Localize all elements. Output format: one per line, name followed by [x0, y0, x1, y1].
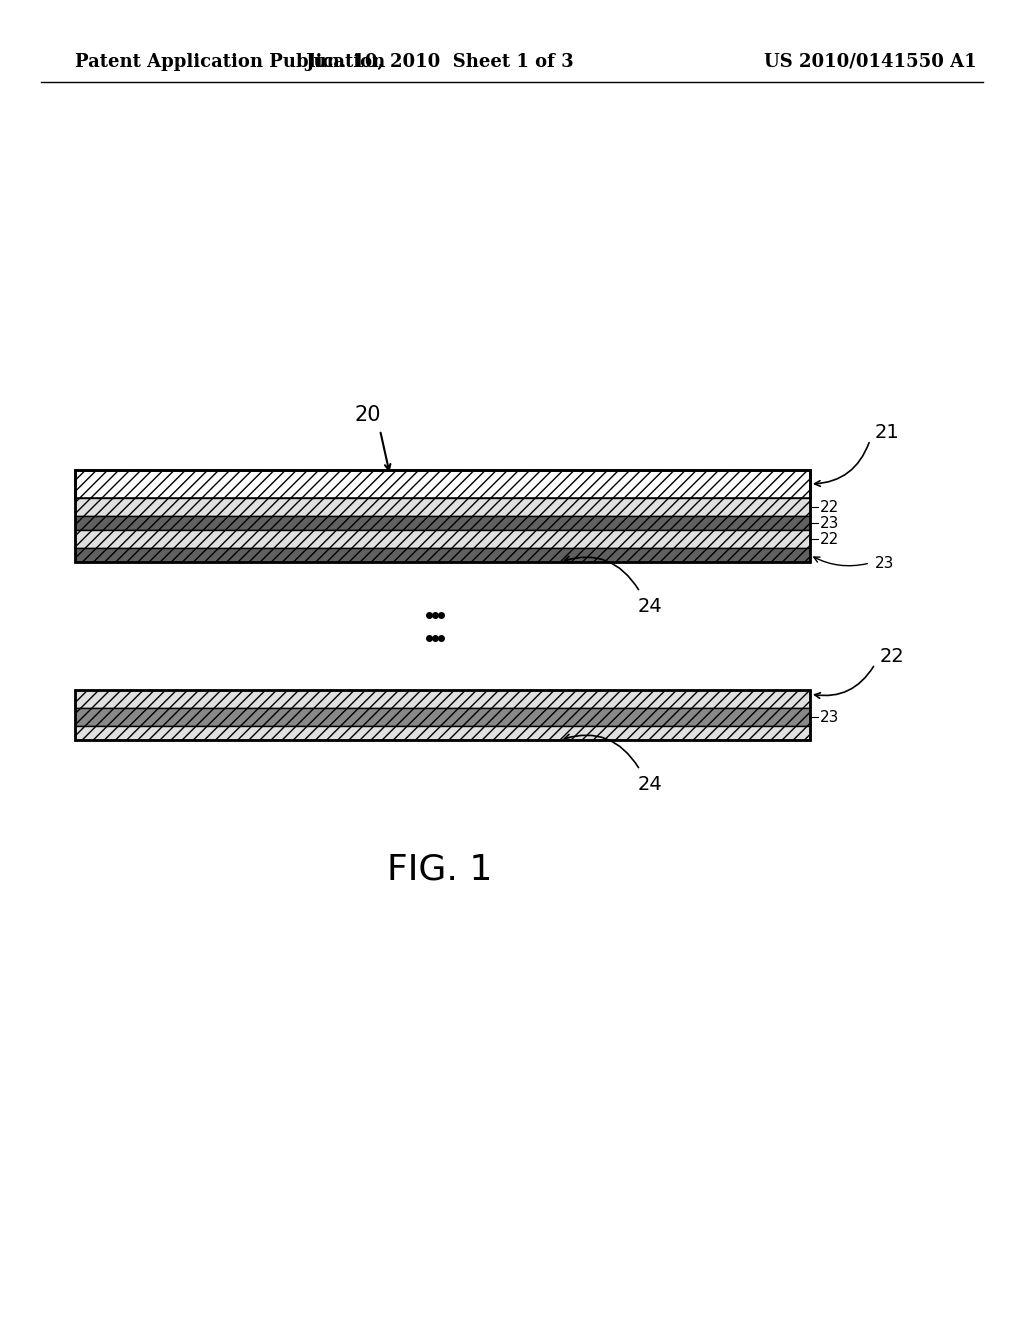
Text: 20: 20 — [355, 405, 382, 425]
Text: 21: 21 — [874, 424, 900, 442]
Text: US 2010/0141550 A1: US 2010/0141550 A1 — [764, 53, 976, 71]
Text: 24: 24 — [638, 597, 663, 616]
Bar — [75, 726, 810, 741]
Text: Patent Application Publication: Patent Application Publication — [75, 53, 385, 71]
Text: Jun. 10, 2010  Sheet 1 of 3: Jun. 10, 2010 Sheet 1 of 3 — [306, 53, 574, 71]
Text: 22: 22 — [880, 648, 905, 667]
Bar — [75, 470, 810, 562]
Bar — [75, 516, 810, 531]
Text: 23: 23 — [874, 556, 894, 570]
Bar — [75, 548, 810, 562]
Text: 22: 22 — [820, 499, 840, 515]
Bar — [75, 708, 810, 726]
Text: 23: 23 — [820, 516, 840, 531]
Text: FIG. 1: FIG. 1 — [387, 853, 493, 887]
Text: 24: 24 — [638, 775, 663, 795]
Bar — [75, 690, 810, 708]
Bar — [75, 531, 810, 548]
Text: 22: 22 — [820, 532, 840, 546]
Bar — [75, 498, 810, 516]
Bar — [75, 690, 810, 741]
Text: 23: 23 — [820, 710, 840, 725]
Bar — [75, 470, 810, 498]
